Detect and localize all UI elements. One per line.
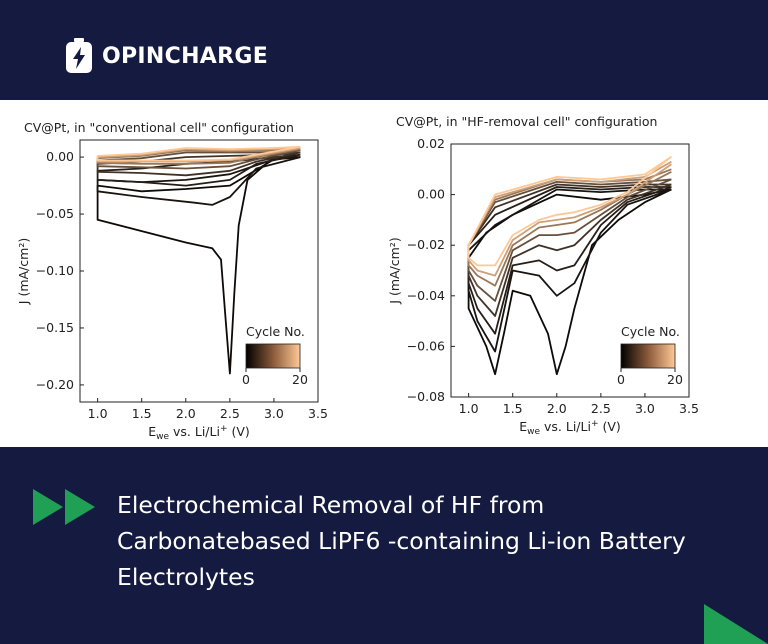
brand-name: OPINCHARGE — [102, 43, 269, 69]
legend-max-label: 20 — [292, 372, 308, 387]
x-axis-label: Ewe vs. Li/Li+ (V) — [519, 419, 621, 437]
x-tick-label: 2.0 — [547, 401, 567, 416]
cv-curve-cycle-5 — [96, 151, 301, 177]
y-tick-label: 0.02 — [417, 136, 445, 151]
y-tick-label: −0.06 — [407, 338, 445, 353]
cv-curve-cycle-16 — [467, 160, 672, 277]
legend-min-label: 0 — [617, 372, 625, 387]
legend: Cycle No. 0 20 — [242, 324, 308, 387]
y-axis-label: J (mA/cm²) — [16, 238, 31, 305]
x-tick-label: 2.5 — [220, 406, 240, 421]
legend-title: Cycle No. — [246, 324, 305, 339]
chart-title: CV@Pt, in "HF-removal cell" configuratio… — [396, 114, 657, 129]
series-group — [96, 145, 301, 375]
header-bar: OPINCHARGE — [0, 0, 768, 100]
legend-colorbar — [620, 343, 676, 369]
y-tick-label: −0.20 — [36, 377, 74, 392]
legend-title: Cycle No. — [621, 324, 680, 339]
legend-max-label: 20 — [667, 372, 683, 387]
footer-panel — [0, 447, 768, 644]
y-tick-label: −0.02 — [407, 237, 445, 252]
x-tick-label: 2.5 — [591, 401, 611, 416]
double-play-icon — [33, 489, 95, 525]
x-tick-label: 2.0 — [176, 406, 196, 421]
x-tick-label: 1.0 — [88, 406, 108, 421]
cv-curve-cycle-8 — [467, 178, 672, 302]
cv-curve-cycle-5 — [467, 183, 672, 317]
battery-bolt-icon — [66, 38, 92, 73]
y-axis-label: J (mA/cm²) — [387, 237, 402, 304]
x-tick-label: 3.0 — [264, 406, 284, 421]
headline-text: Electrochemical Removal of HF from Carbo… — [117, 491, 686, 591]
legend-min-label: 0 — [242, 372, 250, 387]
cv-curve-cycle-1 — [467, 188, 672, 376]
y-tick-label: −0.04 — [407, 288, 445, 303]
y-tick-label: −0.15 — [36, 320, 74, 335]
cv-curve-cycle-2 — [96, 156, 301, 206]
x-tick-label: 1.5 — [132, 406, 152, 421]
x-axis-label: Ewe vs. Li/Li+ (V) — [148, 424, 250, 442]
cv-curve-cycle-20 — [96, 145, 301, 162]
x-tick-label: 3.5 — [679, 401, 699, 416]
y-tick-label: 0.00 — [46, 149, 74, 164]
legend-colorbar — [245, 343, 301, 369]
x-tick-label: 1.0 — [459, 401, 479, 416]
x-tick-label: 3.5 — [308, 406, 328, 421]
cv-curve-cycle-20 — [467, 155, 672, 267]
y-tick-label: −0.10 — [36, 263, 74, 278]
cv-curve-cycle-1 — [96, 156, 301, 375]
x-tick-label: 3.0 — [635, 401, 655, 416]
cv-curve-cycle-2 — [467, 188, 672, 353]
legend: Cycle No. 0 20 — [617, 324, 683, 387]
figure-panel: CV@Pt, in "conventional cell" configurat… — [0, 100, 768, 447]
cv-charts: CV@Pt, in "conventional cell" configurat… — [16, 114, 699, 442]
brand-logo[interactable]: OPINCHARGE — [64, 38, 268, 74]
y-tick-label: 0.00 — [417, 187, 445, 202]
x-tick-label: 1.5 — [503, 401, 523, 416]
chart-title: CV@Pt, in "conventional cell" configurat… — [24, 120, 294, 135]
chart-1: CV@Pt, in "conventional cell" configurat… — [16, 120, 328, 442]
corner-triangle-icon — [704, 604, 768, 644]
chart-2: CV@Pt, in "HF-removal cell" configuratio… — [387, 114, 699, 437]
y-tick-label: −0.08 — [407, 389, 445, 404]
cv-curve-cycle-3 — [467, 186, 672, 335]
plot-frame — [450, 143, 690, 398]
series-group — [467, 155, 672, 376]
y-tick-label: −0.05 — [36, 206, 74, 221]
